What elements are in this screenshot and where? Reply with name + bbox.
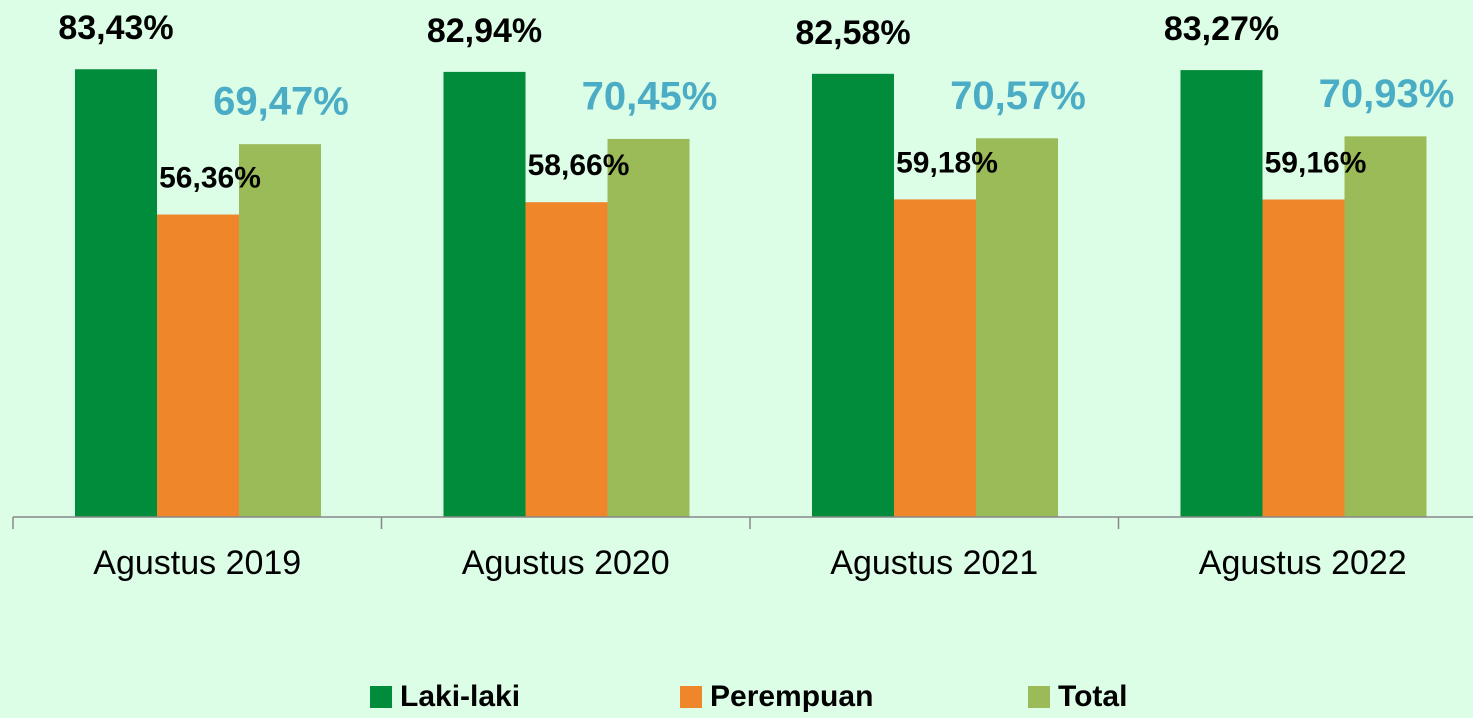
bar [157,214,239,517]
legend-swatch [680,686,702,708]
bar [976,138,1058,517]
x-tick-label: Agustus 2020 [462,544,670,582]
bar [443,71,526,517]
bar [607,138,690,517]
x-tick-label: Agustus 2019 [93,544,301,582]
legend-label: Laki-laki [400,680,520,713]
legend-swatch [1028,686,1050,708]
legend-label: Perempuan [710,680,873,713]
data-label: 70,93% [1319,72,1455,116]
bar [525,202,608,517]
bar [1262,199,1345,517]
bar [75,69,157,517]
data-label: 56,36% [159,161,261,194]
data-label: 58,66% [528,149,630,182]
bar [239,144,321,517]
data-label: 59,18% [896,146,998,179]
data-label: 83,27% [1164,10,1279,48]
data-label: 82,94% [427,12,542,50]
bar [894,199,976,517]
data-label: 70,57% [950,74,1086,118]
x-tick-label: Agustus 2022 [1199,544,1407,582]
data-label: 69,47% [213,80,349,124]
bar [1344,136,1427,517]
legend-swatch [370,686,392,708]
x-tick-label: Agustus 2021 [830,544,1038,582]
bar [1180,70,1263,517]
data-label: 83,43% [58,9,173,47]
data-label: 59,16% [1265,146,1367,179]
data-label: 70,45% [582,74,718,118]
legend-label: Total [1058,680,1127,713]
data-label: 82,58% [795,14,910,52]
bar [812,73,894,517]
